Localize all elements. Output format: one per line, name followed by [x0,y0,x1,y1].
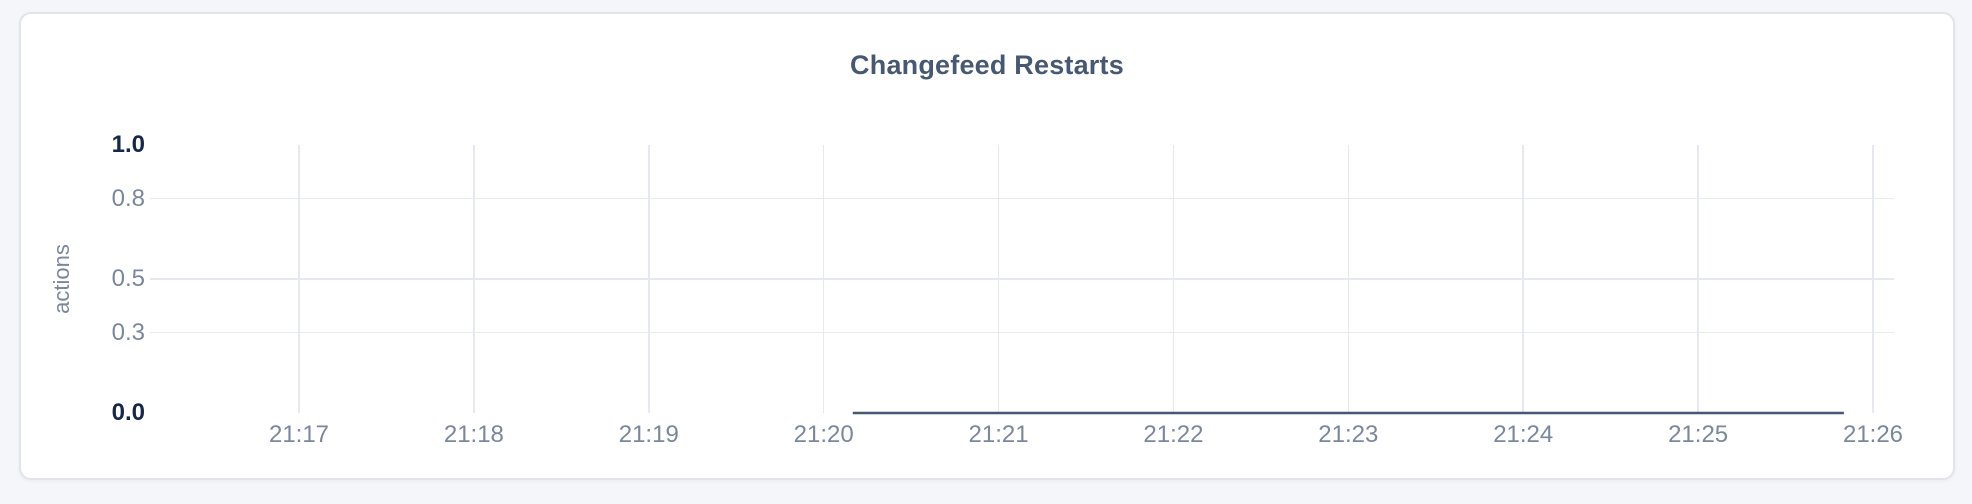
y-tick-label: 0.3 [111,318,145,346]
chart-card-changefeed-restarts: Changefeed Restarts [19,12,1955,480]
y-tick-label: 0.0 [111,399,145,426]
x-tick-label: 21:17 [268,421,330,448]
chart-title: Changefeed Restarts [850,50,1124,80]
horizontal-gridline [150,278,1894,280]
x-tick-label: 21:20 [793,421,854,448]
x-tick-label: 21:18 [443,421,504,448]
y-tick-label: 0.5 [111,265,145,292]
series-svg [852,411,1844,415]
x-tick-label: 21:25 [1668,421,1729,448]
x-tick-label: 21:26 [1842,421,1904,448]
x-tick-label: 21:22 [1143,421,1204,448]
x-tick-label: 21:21 [968,421,1029,448]
horizontal-gridline [150,331,1894,334]
y-tick-label: 0.8 [111,184,145,212]
horizontal-gridline [150,197,1894,200]
x-tick-label: 21:19 [618,421,679,448]
y-tick-label: 1.0 [111,131,145,158]
x-tick-label: 21:23 [1318,421,1379,448]
x-tick-label: 21:24 [1493,421,1554,448]
